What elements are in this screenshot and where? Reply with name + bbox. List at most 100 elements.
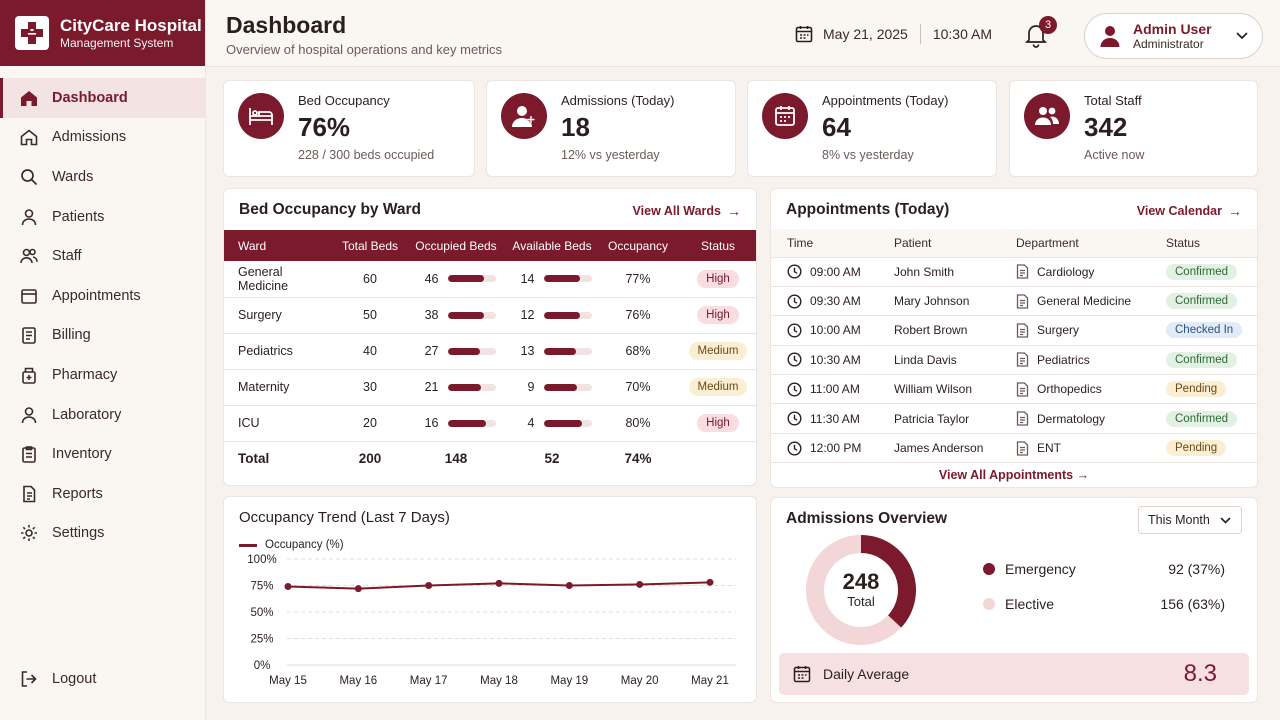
kpi-card-bed-occupancy[interactable]: Bed Occupancy 76% 228 / 300 beds occupie… [223, 80, 475, 177]
time-cell: 10:00 AM [771, 315, 894, 346]
sidebar-item-dashboard[interactable]: Dashboard [0, 78, 206, 118]
document-icon [1016, 293, 1029, 309]
table-row[interactable]: 09:30 AM Mary Johnson General Medicine Conf… [771, 286, 1257, 317]
occupied-beds: 38 [406, 297, 506, 334]
kpi-value: 64 [822, 112, 851, 142]
admissions-donut-chart [806, 535, 916, 645]
sidebar-item-appointments[interactable]: Appointments [0, 276, 206, 316]
table-total-row: Total 200 148 52 74% [224, 441, 756, 476]
sidebar-item-label: Reports [52, 485, 103, 502]
patient-name: Patricia Taylor [894, 403, 1016, 434]
total-beds: 20 [334, 405, 406, 442]
kpi-value: 18 [561, 112, 590, 142]
table-row[interactable]: ICU 20 16 4 80% High [224, 405, 756, 442]
column-header[interactable]: Patient [894, 229, 1016, 258]
status-badge: High [697, 269, 739, 288]
kpi-card-total-staff[interactable]: Total Staff 342 Active now [1009, 80, 1258, 177]
view-calendar-link[interactable]: View Calendar → [1137, 203, 1242, 219]
page-title: Dashboard [226, 12, 347, 38]
sidebar-item-label: Dashboard [52, 89, 128, 106]
department-cell: Surgery [1016, 315, 1166, 346]
column-header[interactable]: Available Beds [506, 230, 598, 261]
column-header[interactable]: Ward [224, 230, 334, 261]
pharmacy-icon [22, 367, 36, 384]
view-all-wards-link[interactable]: View All Wards → [633, 203, 741, 219]
sidebar-item-label: Laboratory [52, 406, 122, 423]
table-row[interactable]: Surgery 50 38 12 76% High [224, 297, 756, 334]
divider [919, 24, 921, 44]
clock-icon [787, 264, 802, 279]
sidebar-item-inventory[interactable]: Inventory [0, 434, 206, 474]
sidebar-item-pharmacy[interactable]: Pharmacy [0, 355, 206, 395]
department-cell: Dermatology [1016, 403, 1166, 434]
column-header[interactable]: Occupied Beds [406, 230, 506, 261]
link-label: View Calendar [1136, 204, 1222, 218]
sidebar-item-label: Billing [52, 327, 91, 344]
table-row[interactable]: 12:00 PM James Anderson ENT Pending [771, 433, 1257, 464]
document-icon [1016, 352, 1029, 368]
time-cell: 12:00 PM [771, 433, 894, 464]
sidebar-item-staff[interactable]: Staff [0, 236, 206, 276]
period-select[interactable]: This Month [1138, 506, 1242, 534]
sidebar-item-reports[interactable]: Reports [0, 474, 206, 514]
table-row[interactable]: Pediatrics 40 27 13 68% Medium [224, 333, 756, 370]
donut-slice-emergency [861, 535, 916, 628]
data-point [706, 578, 714, 586]
arrow-right-icon: → [727, 203, 741, 219]
chevron-down-icon[interactable] [1236, 32, 1248, 40]
column-header[interactable]: Status [1166, 229, 1257, 258]
available-count: 14 [520, 271, 535, 286]
sidebar-item-billing[interactable]: Billing [0, 316, 206, 356]
user-menu[interactable]: Admin User Administrator [1084, 13, 1263, 59]
status-cell: Confirmed [1166, 257, 1257, 287]
billing-icon [22, 327, 36, 345]
logout-button[interactable]: Logout [0, 659, 206, 699]
patient-name: Mary Johnson [894, 286, 1016, 317]
total-occupied-value: 148 [444, 451, 468, 467]
sidebar-item-wards[interactable]: Wards [0, 157, 206, 197]
header: Dashboard Overview of hospital operation… [206, 0, 1280, 67]
department-name: Cardiology [1037, 264, 1095, 279]
kpi-note: 228 / 300 beds occupied [298, 148, 435, 162]
user-icon [21, 208, 37, 225]
ward-name: ICU [224, 405, 334, 442]
appointment-time: 09:00 AM [810, 264, 861, 279]
ward-name: General Medicine [224, 261, 334, 298]
calendar-icon [793, 666, 811, 683]
status-badge: Confirmed [1166, 351, 1238, 368]
status-cell: Checked In [1166, 315, 1257, 346]
column-header[interactable]: Department [1016, 229, 1166, 258]
table-row[interactable]: 09:00 AM John Smith Cardiology Confirmed [771, 257, 1257, 287]
sidebar-item-settings[interactable]: Settings [0, 514, 206, 554]
occupied-count: 46 [424, 271, 439, 286]
sidebar-item-admissions[interactable]: Admissions [0, 118, 206, 158]
table-row[interactable]: 11:30 AM Patricia Taylor Dermatology Confir… [771, 403, 1257, 434]
ward-name: Surgery [224, 297, 334, 334]
data-point [495, 579, 503, 587]
total-beds: 50 [334, 297, 406, 334]
occupancy-trend-card: Occupancy Trend (Last 7 Days) Occupancy … [223, 496, 757, 703]
kpi-card-admissions[interactable]: Admissions (Today) 18 12% vs yesterday [486, 80, 736, 177]
brand-logo[interactable]: CityCare Hospital Management System [0, 0, 205, 66]
column-header[interactable]: Status [678, 230, 756, 261]
table-row[interactable]: 11:00 AM William Wilson Orthopedics Pending [771, 374, 1257, 405]
table-row[interactable]: 10:00 AM Robert Brown Surgery Checked In [771, 315, 1257, 346]
view-all-appointments-link[interactable]: View All Appointments → [771, 468, 1257, 482]
status-badge: Confirmed [1166, 293, 1238, 310]
appointments-table: Time Patient Department Status 09:00 AM J… [771, 229, 1257, 464]
total-beds: 200 [358, 451, 382, 467]
legend-value: 92 (37%) [1168, 561, 1225, 577]
sidebar-item-patients[interactable]: Patients [0, 197, 206, 237]
column-header[interactable]: Occupancy [598, 230, 678, 261]
table-row[interactable]: Maternity 30 21 9 70% Medium [224, 369, 756, 406]
table-row[interactable]: 10:30 AM Linda Davis Pediatrics Confirmed [771, 345, 1257, 376]
kpi-card-appointments[interactable]: Appointments (Today) 64 8% vs yesterday [747, 80, 997, 177]
column-header[interactable]: Time [771, 229, 894, 258]
x-tick-label: May 15 [269, 675, 307, 687]
sidebar-item-laboratory[interactable]: Laboratory [0, 395, 206, 435]
legend-item-elective: Elective 156 (63%) [983, 596, 1225, 612]
column-header[interactable]: Total Beds [334, 230, 406, 261]
data-point [565, 582, 573, 589]
table-row[interactable]: General Medicine 60 46 14 77% High [224, 261, 756, 298]
chart-legend: Occupancy (%) [239, 539, 344, 551]
